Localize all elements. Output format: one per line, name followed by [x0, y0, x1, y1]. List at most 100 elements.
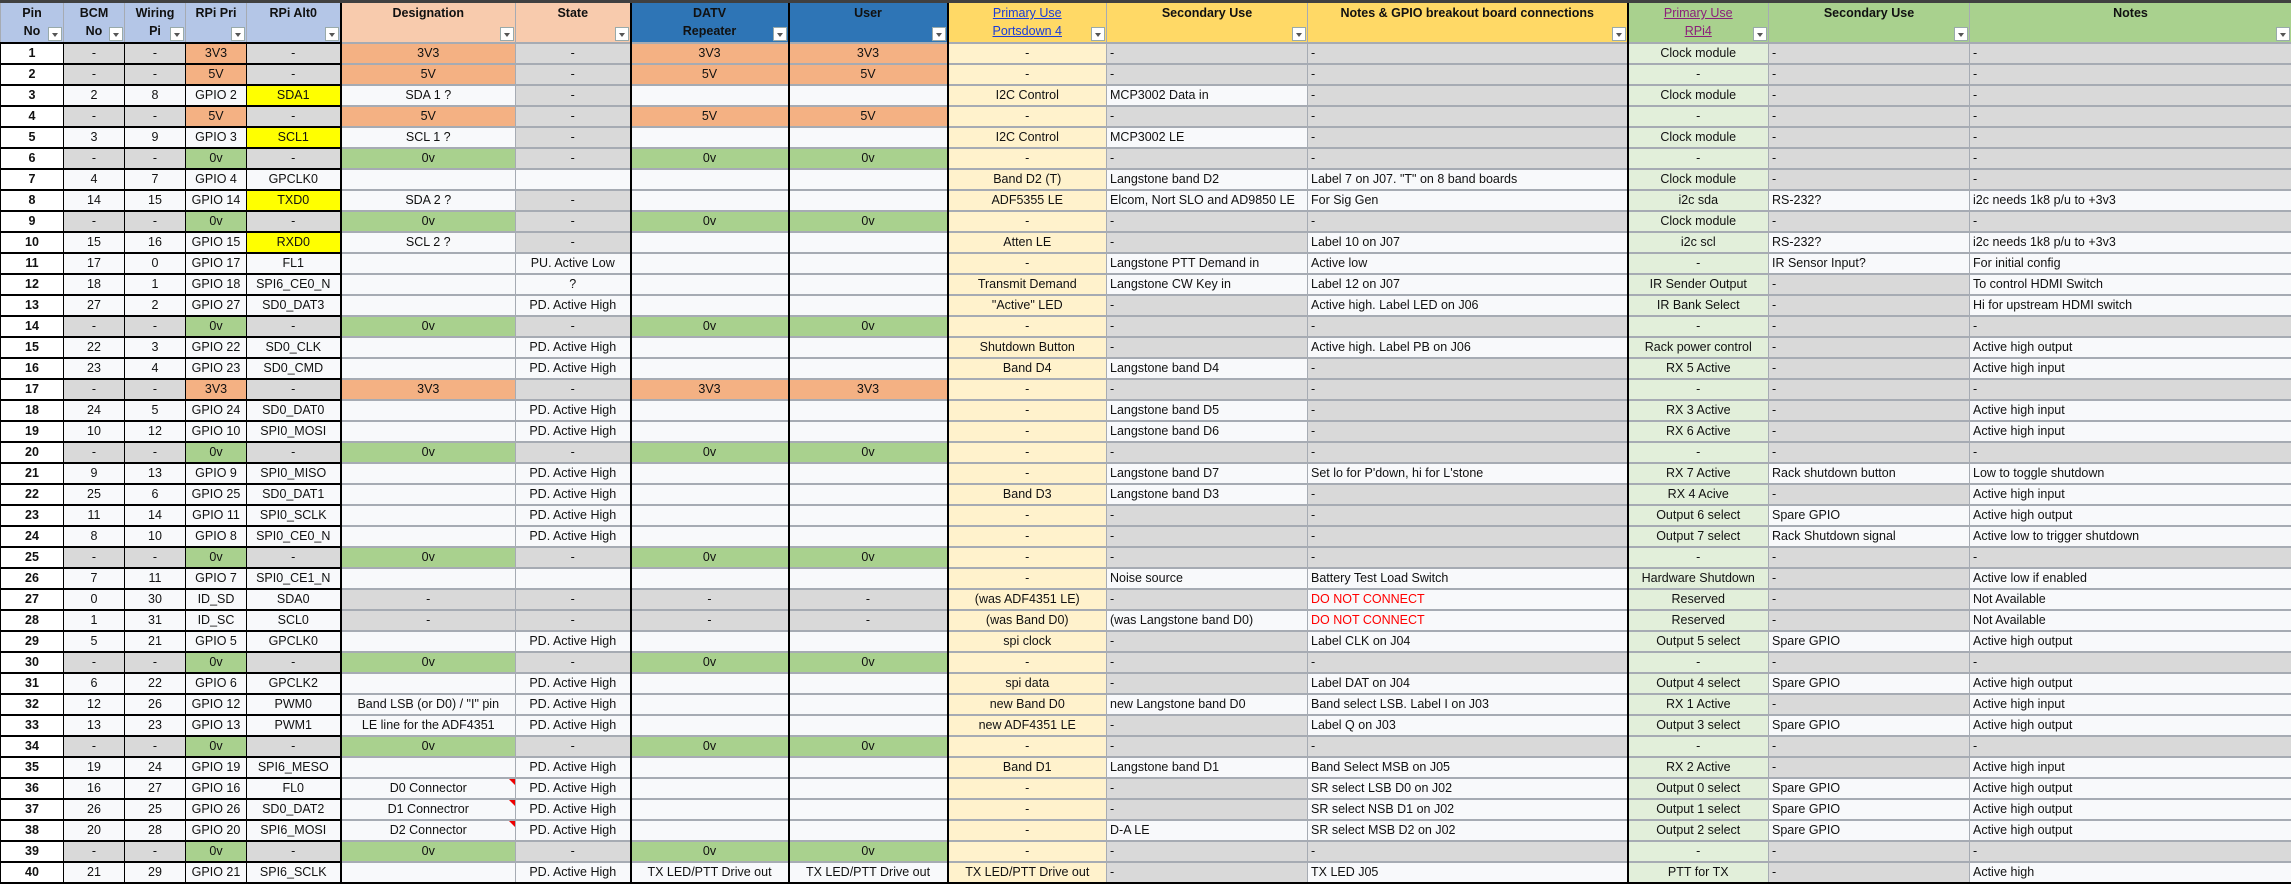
cell-notes-rpi4[interactable]: Not Available [1969, 588, 2291, 610]
cell-rpi-alt0[interactable]: SD0_CMD [246, 357, 341, 379]
cell-primary-use-rpi4[interactable]: RX 3 Active [1626, 399, 1769, 421]
cell-primary-use-rpi4[interactable]: Reserved [1626, 588, 1769, 610]
cell-pin-no[interactable]: 8 [0, 189, 64, 211]
cell-notes-rpi4[interactable]: Active low if enabled [1969, 567, 2291, 589]
cell-secondary-use[interactable]: - [1106, 777, 1308, 799]
cell-secondary-use-rpi4[interactable]: - [1768, 861, 1970, 884]
cell-designation[interactable] [339, 399, 516, 421]
cell-secondary-use-rpi4[interactable]: - [1768, 609, 1970, 631]
cell-datv-repeater[interactable] [629, 525, 789, 547]
cell-rpi-alt0[interactable]: - [246, 147, 341, 169]
cell-bcm-no[interactable]: - [63, 651, 125, 673]
cell-notes-gpio-breakout[interactable]: SR select NSB D1 on J02 [1307, 798, 1628, 820]
cell-rpi-alt0[interactable]: RXD0 [246, 231, 341, 253]
cell-secondary-use[interactable]: - [1106, 630, 1308, 652]
cell-notes-rpi4[interactable]: - [1969, 126, 2291, 148]
cell-primary-use-rpi4[interactable]: IR Bank Select [1626, 294, 1769, 316]
cell-rpi-pri[interactable]: GPIO 18 [185, 273, 247, 295]
filter-dropdown-icon[interactable] [1753, 27, 1767, 41]
cell-secondary-use-rpi4[interactable]: Spare GPIO [1768, 504, 1970, 526]
cell-user[interactable]: 0v [787, 315, 948, 337]
cell-primary-use-portsdown4[interactable]: - [946, 315, 1107, 337]
cell-secondary-use-rpi4[interactable]: Spare GPIO [1768, 819, 1970, 841]
cell-secondary-use-rpi4[interactable]: Spare GPIO [1768, 714, 1970, 736]
cell-datv-repeater[interactable] [629, 630, 789, 652]
cell-rpi-alt0[interactable]: - [246, 735, 341, 757]
cell-designation[interactable] [339, 168, 516, 190]
cell-secondary-use-rpi4[interactable]: Spare GPIO [1768, 672, 1970, 694]
cell-secondary-use[interactable]: - [1106, 504, 1308, 526]
cell-wiring-pi[interactable]: 4 [124, 357, 186, 379]
cell-rpi-alt0[interactable]: SPI6_MOSI [246, 819, 341, 841]
cell-rpi-pri[interactable]: 5V [185, 105, 247, 127]
cell-rpi-alt0[interactable]: - [246, 42, 341, 64]
cell-state[interactable]: - [515, 378, 631, 400]
cell-state[interactable]: PD. Active High [515, 672, 631, 694]
cell-notes-rpi4[interactable]: Active high output [1969, 672, 2291, 694]
cell-secondary-use-rpi4[interactable]: IR Sensor Input? [1768, 252, 1970, 274]
cell-bcm-no[interactable]: 5 [63, 630, 125, 652]
cell-wiring-pi[interactable]: 3 [124, 336, 186, 358]
cell-user[interactable] [787, 693, 948, 715]
cell-pin-no[interactable]: 12 [0, 273, 64, 295]
cell-datv-repeater[interactable] [629, 84, 789, 106]
cell-bcm-no[interactable]: 21 [63, 861, 125, 884]
cell-secondary-use[interactable]: - [1106, 798, 1308, 820]
cell-designation[interactable]: LE line for the ADF4351 [339, 714, 516, 736]
cell-notes-gpio-breakout[interactable]: Band select LSB. Label I on J03 [1307, 693, 1628, 715]
cell-secondary-use-rpi4[interactable]: RS-232? [1768, 189, 1970, 211]
cell-pin-no[interactable]: 28 [0, 609, 64, 631]
cell-wiring-pi[interactable]: - [124, 735, 186, 757]
cell-datv-repeater[interactable]: 5V [629, 105, 789, 127]
cell-notes-gpio-breakout[interactable]: Label 12 on J07 [1307, 273, 1628, 295]
cell-bcm-no[interactable]: 16 [63, 777, 125, 799]
cell-user[interactable] [787, 672, 948, 694]
cell-rpi-alt0[interactable]: TXD0 [246, 189, 341, 211]
cell-secondary-use-rpi4[interactable]: - [1768, 756, 1970, 778]
cell-secondary-use[interactable]: MCP3002 LE [1106, 126, 1308, 148]
cell-rpi-pri[interactable]: GPIO 2 [185, 84, 247, 106]
cell-state[interactable]: PD. Active High [515, 462, 631, 484]
cell-state[interactable]: - [515, 63, 631, 85]
cell-rpi-alt0[interactable]: - [246, 441, 341, 463]
cell-designation[interactable] [339, 567, 516, 589]
cell-secondary-use[interactable]: - [1106, 42, 1308, 64]
cell-datv-repeater[interactable] [629, 399, 789, 421]
cell-wiring-pi[interactable]: 21 [124, 630, 186, 652]
cell-notes-rpi4[interactable]: Active high output [1969, 630, 2291, 652]
cell-bcm-no[interactable]: - [63, 378, 125, 400]
cell-secondary-use-rpi4[interactable]: - [1768, 168, 1970, 190]
cell-primary-use-rpi4[interactable]: Hardware Shutdown [1626, 567, 1769, 589]
cell-primary-use-portsdown4[interactable]: - [946, 798, 1107, 820]
cell-secondary-use[interactable]: - [1106, 525, 1308, 547]
cell-rpi-pri[interactable]: GPIO 15 [185, 231, 247, 253]
cell-user[interactable] [787, 336, 948, 358]
cell-pin-no[interactable]: 14 [0, 315, 64, 337]
cell-state[interactable]: PD. Active High [515, 504, 631, 526]
cell-designation[interactable]: - [339, 588, 516, 610]
cell-designation[interactable]: 0v [339, 840, 516, 862]
cell-user[interactable]: TX LED/PTT Drive out [787, 861, 948, 884]
cell-notes-gpio-breakout[interactable]: - [1307, 420, 1628, 442]
cell-datv-repeater[interactable]: - [629, 609, 789, 631]
cell-wiring-pi[interactable]: - [124, 210, 186, 232]
cell-primary-use-portsdown4[interactable]: - [946, 252, 1107, 274]
cell-rpi-alt0[interactable]: - [246, 378, 341, 400]
cell-user[interactable] [787, 231, 948, 253]
cell-primary-use-portsdown4[interactable]: new Band D0 [946, 693, 1107, 715]
cell-bcm-no[interactable]: 3 [63, 126, 125, 148]
cell-datv-repeater[interactable]: 0v [629, 147, 789, 169]
cell-primary-use-portsdown4[interactable]: spi data [946, 672, 1107, 694]
cell-rpi-pri[interactable]: 0v [185, 315, 247, 337]
cell-primary-use-portsdown4[interactable]: Transmit Demand [946, 273, 1107, 295]
cell-user[interactable] [787, 525, 948, 547]
cell-notes-rpi4[interactable]: Active high output [1969, 714, 2291, 736]
column-header-label[interactable]: Primary Use [992, 6, 1062, 20]
cell-rpi-pri[interactable]: GPIO 17 [185, 252, 247, 274]
cell-wiring-pi[interactable]: 11 [124, 567, 186, 589]
filter-dropdown-icon[interactable] [931, 27, 946, 41]
cell-rpi-alt0[interactable]: SD0_DAT0 [246, 399, 341, 421]
filter-dropdown-icon[interactable] [1091, 27, 1105, 41]
cell-state[interactable]: PD. Active High [515, 693, 631, 715]
cell-rpi-pri[interactable]: GPIO 23 [185, 357, 247, 379]
